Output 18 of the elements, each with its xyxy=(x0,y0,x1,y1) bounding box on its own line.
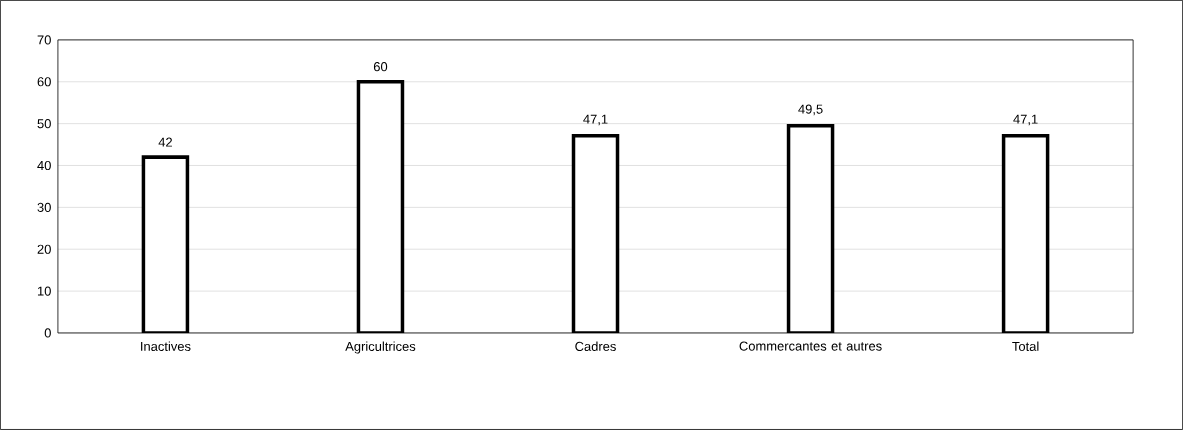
data-label: 47,1 xyxy=(583,114,608,126)
y-tick-label: 70 xyxy=(37,35,51,45)
x-tick-label: Agricultrices xyxy=(345,341,416,354)
x-tick-label: Cadres xyxy=(575,341,616,352)
y-tick-label: 50 xyxy=(37,119,51,129)
data-label: 49,5 xyxy=(798,104,823,116)
x-tick-label: Total xyxy=(1012,341,1039,352)
y-tick-label: 0 xyxy=(44,328,51,338)
data-label: 60 xyxy=(373,62,388,72)
data-label: 42 xyxy=(158,137,172,147)
y-tick-label: 60 xyxy=(37,77,51,87)
y-tick-label: 40 xyxy=(37,160,51,171)
x-tick-label: Commercantes et autres xyxy=(739,341,882,351)
data-label: 47,1 xyxy=(1013,114,1038,126)
y-tick-label: 20 xyxy=(37,244,51,254)
y-tick-label: 30 xyxy=(37,202,51,213)
x-tick-label: Inactives xyxy=(141,341,191,352)
y-tick-label: 10 xyxy=(37,286,51,296)
